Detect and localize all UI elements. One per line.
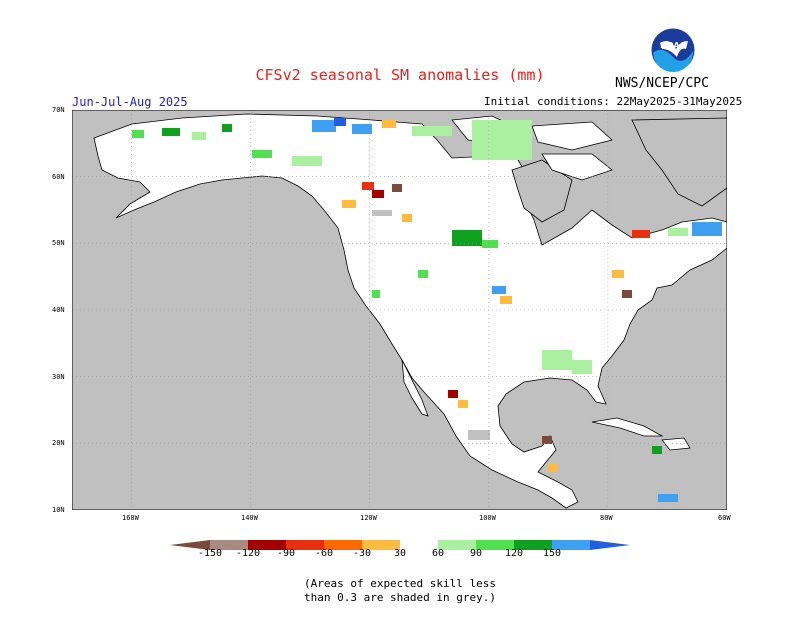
colorbar-tick-label: -30 — [352, 548, 372, 559]
colorbar-segment — [438, 540, 476, 550]
logo-text: NOAA — [660, 41, 686, 50]
lon-label-140w: 140W — [241, 514, 258, 522]
colorbar-segment — [362, 540, 400, 550]
north-america-landmass — [93, 113, 727, 509]
colorbar-segment — [476, 540, 514, 550]
lon-label-160w: 160W — [122, 514, 139, 522]
colorbar-labels: -150 -120 -90 -60 -30 30 60 90 120 150 — [170, 548, 630, 562]
colorbar — [170, 540, 630, 550]
colorbar-arrow-low — [170, 540, 210, 550]
colorbar-segment — [400, 540, 438, 550]
colorbar-tick-label: -150 — [197, 548, 223, 559]
lat-label-30n: 30N — [52, 373, 65, 381]
colorbar-tick-label: -60 — [314, 548, 334, 559]
colorbar-segment — [210, 540, 248, 550]
colorbar-segment — [324, 540, 362, 550]
lat-label-50n: 50N — [52, 239, 65, 247]
skill-note-line-2: than 0.3 are shaded in grey.) — [303, 591, 497, 604]
noaa-logo-icon: NOAA — [650, 27, 696, 73]
initial-conditions-label: Initial conditions: 22May2025-31May2025 — [484, 95, 743, 108]
hispaniola — [661, 437, 691, 451]
grid-lines — [72, 110, 727, 510]
anomaly-cells — [132, 118, 722, 502]
colorbar-tick-label: 150 — [542, 548, 562, 559]
agency-label: NWS/NCEP/CPC — [615, 76, 709, 91]
colorbar-arrow-high — [590, 540, 630, 550]
lon-label-80w: 80W — [600, 514, 613, 522]
lat-label-10n: 10N — [52, 506, 65, 514]
lat-label-60n: 60N — [52, 173, 65, 181]
anomaly-map — [72, 110, 727, 510]
lat-label-70n: 70N — [52, 106, 65, 114]
lon-label-60w: 60W — [718, 514, 731, 522]
colorbar-tick-label: -90 — [276, 548, 296, 559]
skill-note: (Areas of expected skill less than 0.3 a… — [0, 577, 800, 605]
colorbar-tick-label: 30 — [393, 548, 407, 559]
skill-note-line-1: (Areas of expected skill less — [303, 577, 497, 590]
colorbar-tick-label: 120 — [504, 548, 524, 559]
map-title: CFSv2 seasonal SM anomalies (mm) — [255, 66, 545, 84]
lon-label-100w: 100W — [479, 514, 496, 522]
greenland — [631, 117, 727, 207]
hudson-bay — [511, 159, 573, 223]
baja-california — [401, 359, 429, 417]
colorbar-swatches — [170, 540, 630, 550]
colorbar-segment — [514, 540, 552, 550]
lat-label-40n: 40N — [52, 306, 65, 314]
colorbar-segment — [286, 540, 324, 550]
lon-label-120w: 120W — [360, 514, 377, 522]
colorbar-tick-label: 90 — [469, 548, 483, 559]
season-label: Jun-Jul-Aug 2025 — [72, 95, 188, 109]
colorbar-tick-label: -120 — [235, 548, 261, 559]
colorbar-segment — [248, 540, 286, 550]
lat-label-20n: 20N — [52, 439, 65, 447]
colorbar-tick-label: 60 — [431, 548, 445, 559]
cuba — [591, 417, 664, 437]
colorbar-segment — [552, 540, 590, 550]
